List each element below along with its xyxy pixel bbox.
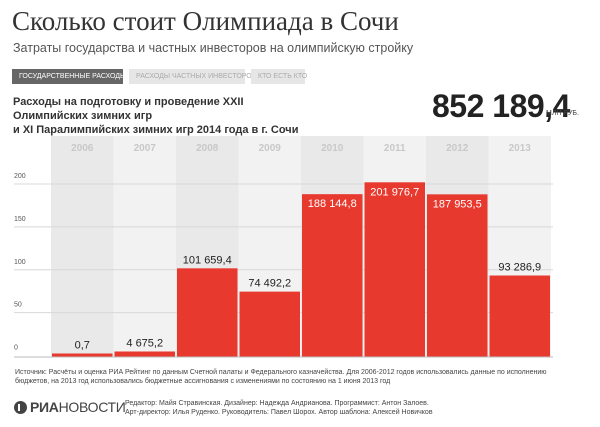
logo-text: РИАНОВОСТИ — [30, 399, 126, 415]
credits-line2: Арт-директор: Илья Руденко. Руководитель… — [125, 409, 433, 416]
logo-text-thin: НОВОСТИ — [58, 399, 126, 415]
logo-text-bold: РИА — [30, 399, 59, 415]
tab-who-is-who[interactable]: КТО ЕСТЬ КТО — [251, 69, 307, 84]
page-title: Сколько стоит Олимпиада в Сочи — [12, 6, 399, 36]
chart-heading: Расходы на подготовку и проведение XXII … — [13, 95, 313, 137]
source-line2: бюджетов, на 2013 год использовались бюд… — [15, 378, 391, 385]
tab-bar: ГОСУДАРСТВЕННЫЕ РАСХОДЫ РАСХОДЫ ЧАСТНЫХ … — [12, 69, 307, 84]
chart-heading-line2: и XI Паралимпийских зимних игр 2014 года… — [13, 124, 299, 136]
y-tick-label-0: 0 — [14, 345, 18, 352]
ria-logo-icon — [14, 400, 27, 414]
bar-2010 — [302, 194, 363, 357]
value-label-2013: 93 286,9 — [498, 262, 541, 274]
y-tick-label-150: 150 — [14, 216, 26, 223]
bar-2006 — [52, 353, 113, 357]
value-label-2010: 188 144,8 — [308, 198, 357, 210]
column-bg-2007 — [113, 136, 176, 357]
credits: Редактор: Майя Стравинская. Дизайнер: На… — [125, 399, 433, 417]
bar-2011 — [364, 182, 425, 357]
value-label-2009: 74 492,2 — [248, 278, 291, 290]
column-bg-2006 — [51, 136, 114, 357]
year-label-2012: 2012 — [446, 143, 469, 154]
year-label-2009: 2009 — [259, 143, 282, 154]
source-line1: Источник: Расчёты и оценка РИА Рейтинг п… — [15, 369, 547, 376]
bar-2009 — [239, 291, 300, 357]
year-label-2010: 2010 — [321, 143, 344, 154]
tab-private-investors[interactable]: РАСХОДЫ ЧАСТНЫХ ИНВЕСТОРОВ — [129, 69, 256, 84]
total-amount: 852 189,4 — [432, 88, 570, 124]
year-label-2011: 2011 — [384, 143, 406, 154]
year-label-2006: 2006 — [71, 143, 94, 154]
year-label-2008: 2008 — [196, 143, 219, 154]
ria-novosti-logo[interactable]: РИАНОВОСТИ — [14, 397, 126, 417]
bar-2012 — [427, 194, 488, 357]
bar-2013 — [489, 275, 550, 357]
y-tick-label-100: 100 — [14, 259, 26, 266]
chart-heading-line1: Расходы на подготовку и проведение XXII … — [13, 96, 244, 122]
value-label-2007: 4 675,2 — [126, 337, 163, 349]
page-subtitle: Затраты государства и частных инвесторов… — [13, 41, 414, 55]
value-label-2012: 187 953,5 — [433, 198, 482, 210]
value-label-2011: 201 976,7 — [370, 186, 419, 198]
y-tick-label-50: 50 — [14, 302, 22, 309]
source-note: Источник: Расчёты и оценка РИА Рейтинг п… — [15, 368, 595, 386]
value-label-2006: 0,7 — [75, 340, 90, 352]
y-tick-label-200: 200 — [14, 173, 26, 180]
value-label-2008: 101 659,4 — [183, 254, 232, 266]
total-unit: МЛН РУБ. — [546, 110, 579, 117]
year-label-2007: 2007 — [134, 143, 157, 154]
year-label-2013: 2013 — [509, 143, 532, 154]
tab-government-spending[interactable]: ГОСУДАРСТВЕННЫЕ РАСХОДЫ — [12, 69, 126, 84]
bar-2008 — [177, 268, 238, 357]
credits-line1: Редактор: Майя Стравинская. Дизайнер: На… — [125, 400, 429, 407]
bar-2007 — [114, 351, 175, 357]
